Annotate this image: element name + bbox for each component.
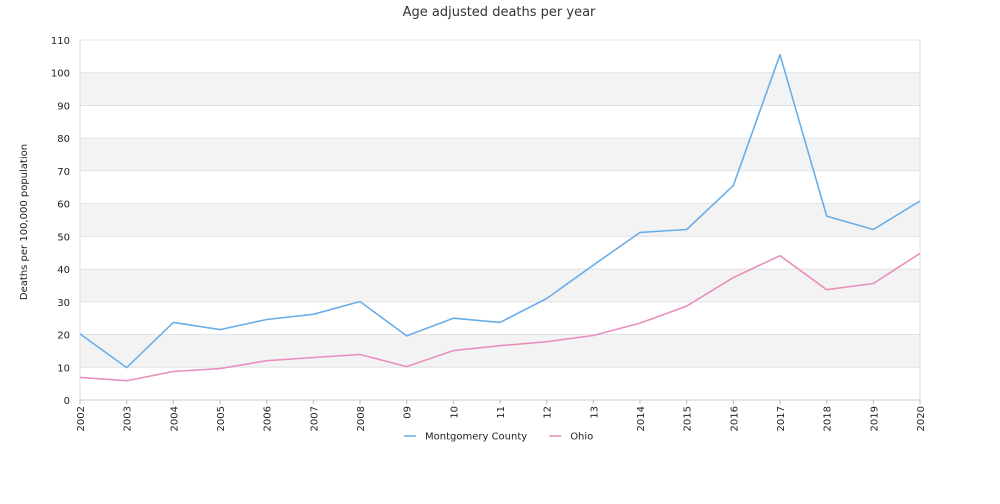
grid-band xyxy=(80,236,920,270)
x-tick-label: 2002 xyxy=(76,406,87,431)
grid-band xyxy=(80,334,920,368)
y-axis-ticks: 0 10 20 30 40 50 60 70 80 90 100 110 xyxy=(51,36,70,407)
y-tick-label: 20 xyxy=(57,331,70,342)
y-tick-label: 70 xyxy=(57,167,70,178)
y-tick-label: 10 xyxy=(57,363,70,374)
x-tick-label: 2014 xyxy=(636,406,647,431)
x-tick-label: 2018 xyxy=(823,406,834,431)
x-tick-label: 2003 xyxy=(123,406,134,431)
y-tick-label: 100 xyxy=(51,69,70,80)
x-tick-label: 2019 xyxy=(869,406,880,431)
grid-bands xyxy=(80,40,920,400)
x-tick-label: 2008 xyxy=(356,406,367,431)
grid-band xyxy=(80,269,920,302)
series-line xyxy=(79,53,921,369)
y-axis-label: Deaths per 100,000 population xyxy=(19,144,30,300)
x-tick-label: 2016 xyxy=(729,406,740,431)
y-tick-label: 60 xyxy=(57,200,70,211)
x-tick-label: 2006 xyxy=(263,406,274,431)
grid-band xyxy=(80,301,920,335)
grid-band xyxy=(80,40,920,73)
x-tick-label: 11 xyxy=(496,406,507,419)
grid-band xyxy=(80,138,920,171)
y-tick-label: 90 xyxy=(57,101,70,112)
x-tick-label: 09 xyxy=(403,406,414,419)
chart-title: Age adjusted deaths per year xyxy=(403,5,596,20)
grid-band xyxy=(80,105,920,139)
x-tick-label: 2007 xyxy=(309,406,320,431)
x-axis-ticks: 2002 2003 2004 2005 2006 2007 2008 09 10 11 12 13 20… xyxy=(76,400,927,431)
grid-band xyxy=(80,170,920,204)
x-tick-label: 2015 xyxy=(683,406,694,431)
y-tick-label: 80 xyxy=(57,134,70,145)
grid-band xyxy=(80,72,920,106)
x-tick-label: 2005 xyxy=(216,406,227,431)
x-tick-label: 10 xyxy=(449,406,460,419)
grid-band xyxy=(80,367,920,400)
grid-band xyxy=(80,203,920,237)
x-tick-label: 2017 xyxy=(776,406,787,431)
x-tick-label: 12 xyxy=(543,406,554,419)
y-tick-label: 110 xyxy=(51,36,70,47)
y-tick-label: 0 xyxy=(64,396,70,407)
series-lines xyxy=(79,53,921,382)
y-tick-label: 50 xyxy=(57,232,70,243)
y-tick-label: 40 xyxy=(57,265,70,276)
legend-label: Montgomery County xyxy=(425,432,527,443)
legend: Montgomery County Ohio xyxy=(404,432,593,443)
x-tick-label: 2004 xyxy=(169,406,180,431)
x-tick-label: 13 xyxy=(589,406,600,419)
y-tick-label: 30 xyxy=(57,298,70,309)
series-line xyxy=(79,252,921,382)
legend-label: Ohio xyxy=(570,432,593,443)
x-tick-label: 2020 xyxy=(916,406,927,431)
